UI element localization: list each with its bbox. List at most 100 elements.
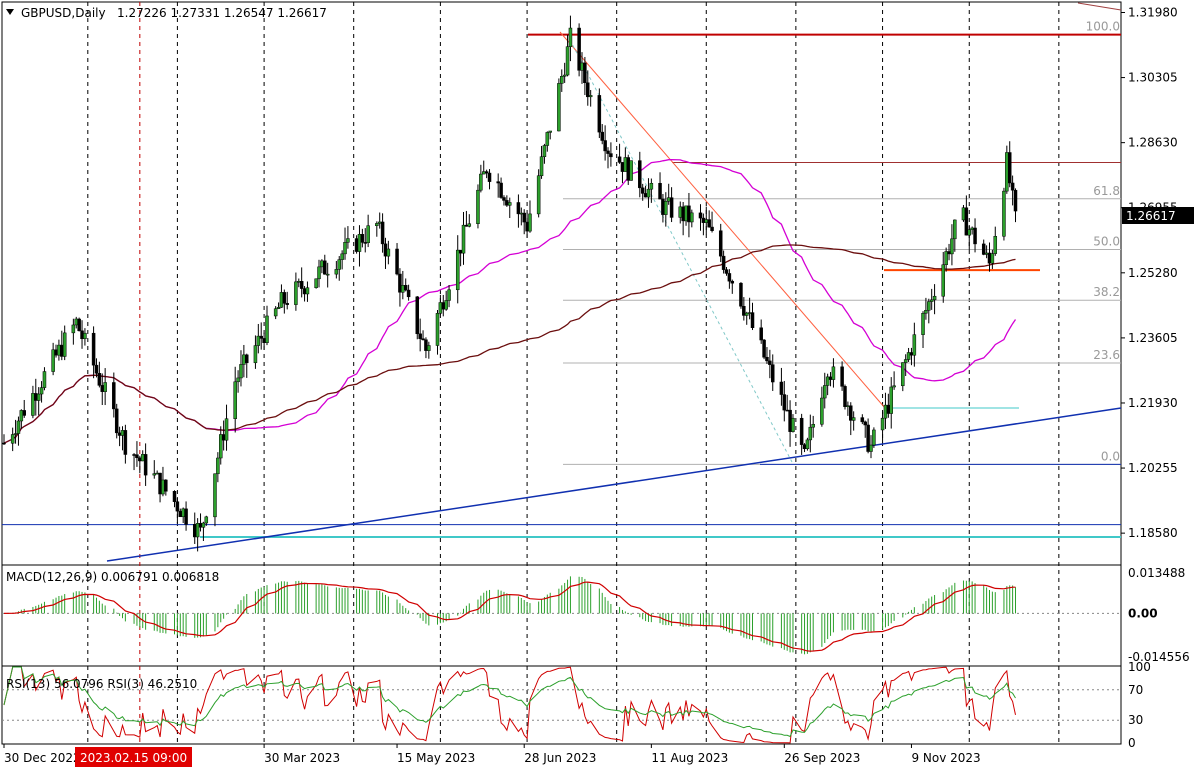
candle-body xyxy=(152,473,157,476)
candle-body xyxy=(161,479,165,495)
rsi-tick-label: 70 xyxy=(1128,683,1143,697)
candle-body xyxy=(883,404,888,419)
candle-body xyxy=(539,156,544,177)
candle-body xyxy=(395,248,399,275)
candle-body xyxy=(993,236,998,254)
candle-body xyxy=(808,426,813,441)
ma-long-line xyxy=(3,244,1016,444)
candle-body xyxy=(909,352,914,356)
candle-body xyxy=(403,285,408,291)
ohlc-values: 1.27226 1.27331 1.26547 1.26617 xyxy=(117,6,327,20)
candle-body xyxy=(401,285,405,293)
candle-body xyxy=(987,252,992,264)
candle-body xyxy=(779,381,784,395)
candle-body xyxy=(721,255,726,270)
candle-body xyxy=(305,287,310,295)
candle-body xyxy=(718,230,723,257)
candle-body xyxy=(71,324,76,334)
candle-body xyxy=(54,349,58,356)
candle-body xyxy=(380,221,385,245)
candle-body xyxy=(123,430,128,455)
price-tick-label: 1.18580 xyxy=(1128,526,1178,540)
candle-body xyxy=(508,202,512,206)
cursor-date-badge xyxy=(75,747,192,767)
price-axis: 1.319801.303051.286301.269551.252801.236… xyxy=(1121,5,1190,750)
candle-body xyxy=(458,249,463,254)
candle-body xyxy=(583,62,587,84)
candle-body xyxy=(256,335,261,346)
candle-body xyxy=(418,333,422,339)
candle-body xyxy=(294,281,298,305)
candle-body xyxy=(455,249,460,291)
candle-body xyxy=(623,157,628,172)
time-tick-label: 11 Aug 2023 xyxy=(651,751,728,765)
candle-body xyxy=(262,338,266,343)
fib-level-label: 100.0 xyxy=(1086,20,1120,34)
candle-body xyxy=(438,302,443,314)
candle-body xyxy=(981,243,986,255)
candle-body xyxy=(750,312,755,329)
candle-body xyxy=(811,423,815,428)
candle-body xyxy=(684,205,688,222)
candle-body xyxy=(747,312,752,314)
collapse-triangle-icon[interactable] xyxy=(6,9,14,15)
candle-body xyxy=(843,386,847,407)
candle-body xyxy=(947,251,951,255)
candle-body xyxy=(927,301,931,311)
candle-body xyxy=(586,82,590,98)
candle-body xyxy=(103,382,107,392)
candle-body xyxy=(823,385,827,399)
candle-body xyxy=(444,300,448,310)
symbol-label: GBPUSD,Daily xyxy=(21,6,106,20)
candle-body xyxy=(588,95,593,98)
candle-body xyxy=(617,156,622,163)
top-right-line xyxy=(1077,2,1122,11)
fib-level-label: 23.6 xyxy=(1093,348,1120,362)
candle-body xyxy=(1013,189,1018,212)
candle-body xyxy=(880,417,885,431)
candle-body xyxy=(620,162,625,172)
candle-body xyxy=(435,313,440,346)
candle-body xyxy=(906,352,911,360)
candle-body xyxy=(770,364,775,383)
candle-body xyxy=(568,27,573,47)
candle-body xyxy=(198,523,203,528)
candle-body xyxy=(577,27,581,71)
rsi-panel-frame xyxy=(1,665,1122,745)
candle-body xyxy=(481,171,486,175)
time-tick-label: 28 Jun 2023 xyxy=(524,751,596,765)
candle-body xyxy=(872,429,876,446)
candle-body xyxy=(724,269,729,274)
candle-body xyxy=(51,349,55,372)
candle-body xyxy=(519,212,524,215)
candle-body xyxy=(557,83,561,132)
candle-body xyxy=(155,472,159,475)
candle-body xyxy=(181,508,185,518)
candle-body xyxy=(415,296,420,335)
candle-body xyxy=(383,243,388,257)
candle-body xyxy=(941,264,945,297)
candle-body xyxy=(192,524,197,538)
candle-body xyxy=(386,248,391,257)
candle-body xyxy=(219,434,223,459)
macd-tick-label: 0.00 xyxy=(1128,606,1158,620)
candle-body xyxy=(479,173,483,191)
candle-body xyxy=(698,212,703,219)
candle-body xyxy=(516,202,521,215)
candle-body xyxy=(825,376,830,386)
candle-body xyxy=(117,432,122,436)
price-tick-label: 1.30305 xyxy=(1128,71,1178,85)
candle-body xyxy=(302,288,307,295)
candle-body xyxy=(990,253,995,264)
candle-body xyxy=(320,260,324,268)
candle-body xyxy=(785,409,789,412)
candle-body xyxy=(299,281,304,289)
candle-body xyxy=(860,417,865,423)
candle-body xyxy=(944,251,948,265)
candle-body xyxy=(669,197,674,218)
candle-body xyxy=(924,310,928,314)
candle-body xyxy=(649,182,654,190)
candle-body xyxy=(285,303,289,305)
